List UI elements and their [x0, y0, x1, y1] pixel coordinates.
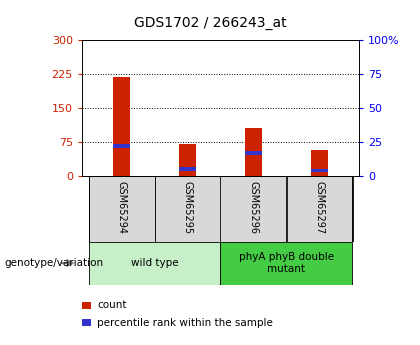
- Bar: [113, 144, 130, 148]
- Text: count: count: [97, 300, 127, 310]
- Bar: [220, 241, 352, 285]
- Text: genotype/variation: genotype/variation: [4, 258, 103, 268]
- Bar: [179, 144, 196, 176]
- Bar: [286, 176, 352, 242]
- Bar: [245, 128, 262, 176]
- Text: GSM65296: GSM65296: [249, 181, 258, 234]
- Bar: [89, 176, 155, 242]
- Bar: [155, 176, 220, 242]
- Text: wild type: wild type: [131, 258, 178, 268]
- Bar: [245, 151, 262, 155]
- Text: phyA phyB double
mutant: phyA phyB double mutant: [239, 252, 334, 274]
- Bar: [113, 77, 130, 176]
- Text: GSM65294: GSM65294: [116, 181, 126, 234]
- Text: percentile rank within the sample: percentile rank within the sample: [97, 318, 273, 327]
- Bar: [179, 167, 196, 171]
- Text: GSM65295: GSM65295: [183, 181, 192, 234]
- Text: GDS1702 / 266243_at: GDS1702 / 266243_at: [134, 16, 286, 30]
- Bar: [311, 150, 328, 176]
- Bar: [220, 176, 286, 242]
- Text: GSM65297: GSM65297: [315, 181, 325, 234]
- Bar: [89, 241, 220, 285]
- Bar: [311, 169, 328, 172]
